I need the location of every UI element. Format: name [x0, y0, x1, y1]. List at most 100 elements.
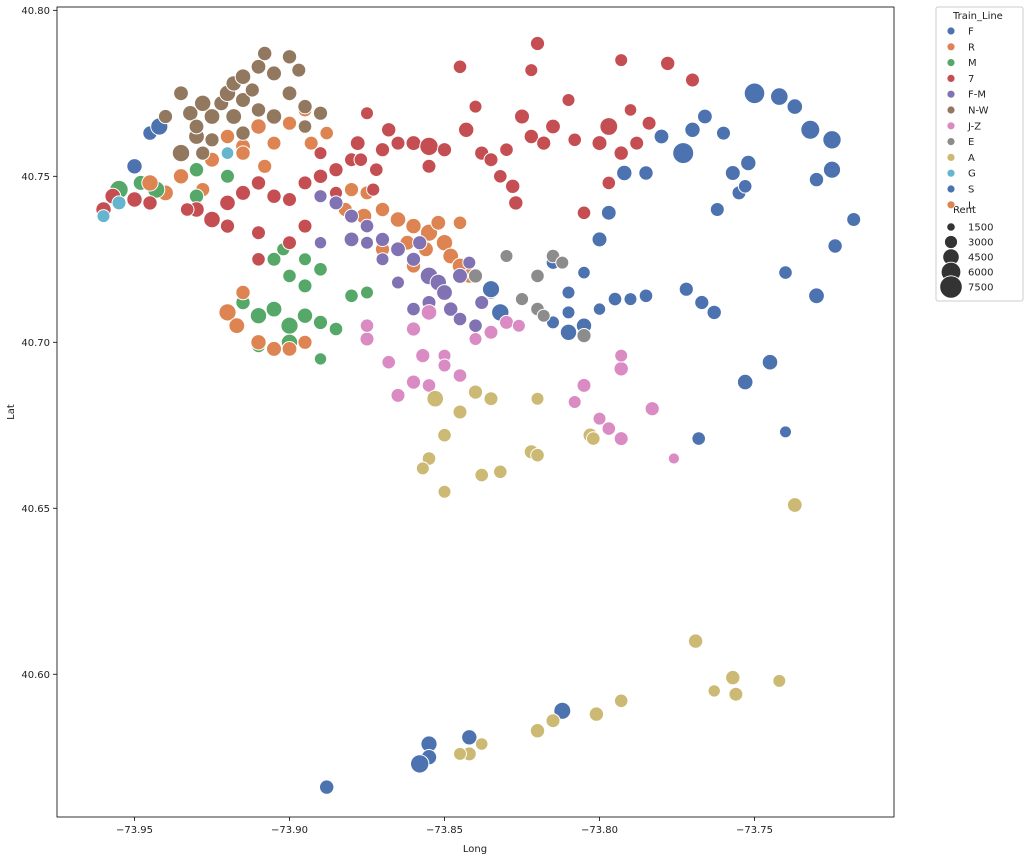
point-7-40	[660, 55, 676, 72]
point-J-Z-18	[613, 361, 629, 377]
point-F-22	[822, 160, 842, 179]
point-F-23	[808, 171, 825, 188]
point-N-W-4	[203, 108, 221, 125]
point-N-W-18	[204, 132, 220, 148]
point-7-7	[235, 184, 251, 201]
point-F-8	[600, 204, 617, 221]
point-7-47	[421, 158, 437, 174]
point-J-Z-5	[381, 354, 397, 370]
point-L-3	[266, 340, 282, 357]
point-R-2	[172, 168, 190, 185]
point-F-M-9	[452, 267, 468, 284]
point-A-24	[474, 737, 489, 751]
point-F-M-3	[374, 231, 391, 247]
y-tick-label: 40.60	[21, 670, 50, 681]
point-F-17	[743, 82, 766, 105]
point-M-9	[297, 278, 313, 294]
point-J-Z-1	[405, 321, 422, 337]
legend-label-A: A	[968, 153, 975, 164]
point-M-18	[360, 285, 374, 300]
point-7-15	[349, 135, 366, 152]
point-J-Z-17	[613, 431, 629, 447]
point-J-Z-10	[483, 324, 499, 340]
point-N-W-3	[194, 94, 212, 113]
point-J-Z-14	[567, 395, 582, 409]
point-F-M-19	[343, 231, 360, 248]
point-A-8	[474, 467, 490, 483]
x-tick-label: −73.85	[426, 825, 463, 836]
point-F-28	[761, 353, 779, 371]
point-F-M-0	[328, 195, 344, 211]
point-7-3	[142, 195, 158, 211]
point-N-W-16	[297, 119, 313, 134]
point-7-13	[328, 162, 344, 178]
point-J-Z-22	[421, 378, 437, 393]
point-M-16	[328, 321, 344, 337]
point-N-W-23	[173, 85, 189, 102]
point-L-2	[250, 334, 267, 351]
point-7-57	[297, 218, 313, 234]
point-J-Z-23	[437, 358, 452, 373]
point-A-13	[586, 431, 601, 446]
point-F-10	[638, 165, 654, 181]
point-R-31	[452, 215, 468, 231]
points-layer	[95, 35, 862, 795]
point-A-9	[493, 464, 508, 480]
point-7-30	[545, 118, 561, 135]
point-N-W-17	[188, 118, 205, 135]
point-F-18	[770, 87, 789, 106]
point-F-M-13	[474, 295, 490, 310]
point-7-26	[508, 195, 524, 211]
legend-label-J-Z: J-Z	[967, 121, 981, 132]
point-F-15	[709, 202, 725, 217]
point-F-48	[319, 779, 335, 795]
point-A-11	[530, 447, 545, 463]
point-7-27	[514, 108, 530, 125]
point-N-W-25	[244, 82, 260, 98]
point-F-12	[672, 142, 695, 165]
point-M-22	[313, 352, 328, 366]
point-M-12	[249, 307, 268, 325]
point-F-M-18	[360, 235, 374, 250]
point-A-20	[613, 693, 629, 709]
point-F-M-21	[313, 236, 328, 250]
point-N-W-10	[257, 45, 273, 62]
point-J-Z-2	[415, 348, 431, 364]
point-J-Z-4	[390, 387, 406, 403]
point-7-46	[369, 162, 384, 177]
x-axis: −73.95 −73.90 −73.85 −73.80 −73.75	[116, 817, 773, 836]
point-F-14	[697, 108, 713, 125]
point-N-W-14	[297, 98, 313, 115]
point-7-28	[523, 128, 539, 145]
point-F-M-23	[412, 235, 428, 251]
point-7-10	[282, 192, 297, 207]
point-J-Z-7	[359, 318, 375, 334]
point-F-M-1	[344, 208, 359, 224]
legend-size-label-7500: 7500	[968, 283, 993, 294]
point-A-17	[728, 686, 744, 702]
point-L-4	[281, 341, 298, 357]
point-F-5	[559, 323, 578, 341]
point-7-51	[614, 53, 629, 68]
point-F-36	[577, 265, 591, 280]
point-A-7	[437, 484, 452, 499]
point-7-23	[483, 152, 499, 168]
point-J-Z-24	[614, 348, 629, 363]
legend-marker-R	[946, 42, 956, 52]
legend-label-F: F	[968, 27, 974, 38]
point-N-W-8	[234, 68, 252, 85]
point-7-35	[591, 135, 608, 152]
point-M-3	[188, 162, 205, 178]
point-7-12	[312, 168, 329, 185]
point-A-15	[687, 633, 704, 649]
point-M-6	[282, 268, 297, 284]
legend-marker-A	[946, 152, 956, 162]
point-F-13	[684, 121, 701, 139]
legend-label-7: 7	[968, 74, 974, 85]
point-S-1	[623, 292, 638, 307]
legend-hue-title: Train_Line	[952, 11, 1003, 22]
point-F-31	[694, 294, 710, 311]
legend-size-label-4500: 4500	[968, 253, 993, 264]
point-E-5	[555, 255, 570, 270]
